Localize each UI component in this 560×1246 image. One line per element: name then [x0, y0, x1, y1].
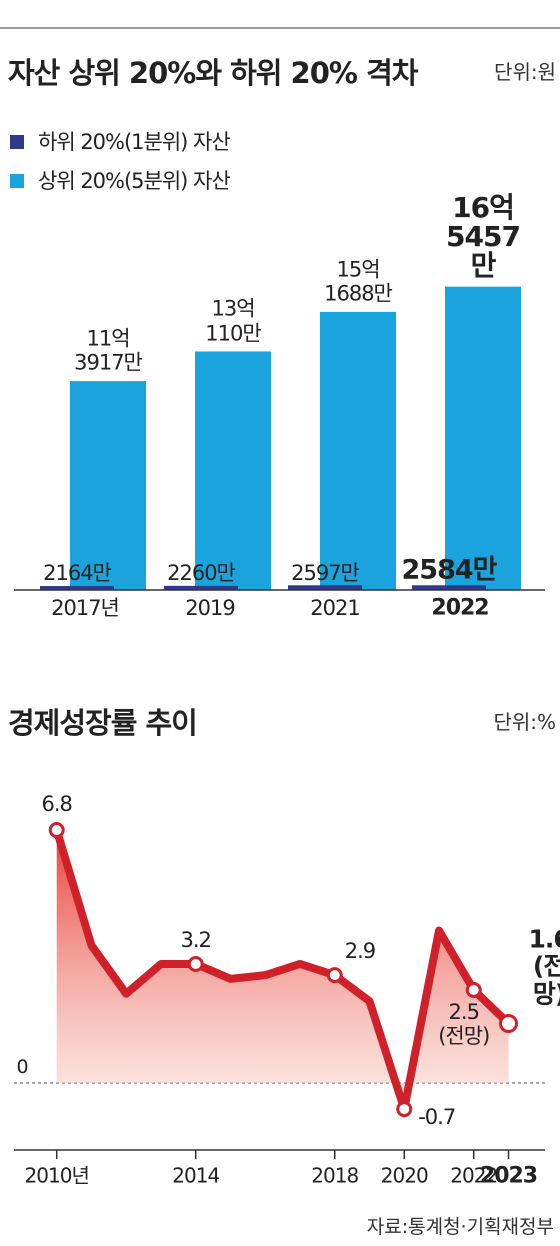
value-label: 3.2 [180, 927, 212, 952]
x-tick-label: 2022 [431, 595, 489, 621]
bar [288, 585, 362, 590]
value-label: 13억 110만 [205, 297, 261, 346]
value-label: 11억 3917만 [74, 326, 143, 375]
legend-label: 상위 20%(5분위) 자산 [38, 168, 231, 193]
x-tick-label: 2014 [172, 1163, 220, 1188]
x-tick-label: 2019 [185, 595, 235, 620]
value-label: 16억 5457만 [446, 190, 521, 283]
x-tick-label: 2022 [450, 1163, 498, 1188]
legend-swatch [10, 135, 24, 149]
bar [412, 585, 486, 590]
bar [195, 351, 271, 590]
line [52, 826, 513, 1114]
y-tick-label: 0 [16, 1056, 28, 1079]
bar [70, 381, 146, 590]
x-tick-label: 2020 [380, 1163, 429, 1188]
legend-swatch [10, 174, 24, 188]
x-tick-label: 2010년 [24, 1163, 90, 1188]
x-tick-label: 2017년 [51, 595, 120, 620]
point-marker [465, 982, 482, 999]
bar [40, 586, 114, 590]
bar [445, 286, 521, 590]
x-tick-label: 2021 [310, 595, 360, 620]
x-tick-label: 2023 [479, 1163, 538, 1189]
value-label: 2.9 [344, 938, 376, 963]
value-label: 2.5 (전망) [438, 1000, 490, 1049]
value-label: 2597만 [291, 560, 360, 585]
value-label: 2164만 [43, 560, 112, 585]
value-label: 15억 1688만 [324, 257, 393, 306]
value-label: -0.7 [418, 1104, 456, 1129]
value-label: 6.8 [41, 791, 73, 816]
point-marker [48, 822, 65, 839]
unit-label: 단위:원 [494, 60, 556, 84]
legend-label: 하위 20%(1분위) 자산 [38, 129, 231, 154]
point-marker [396, 1101, 413, 1118]
x-tick-label: 2018 [311, 1163, 359, 1188]
chart-title: 자산 상위 20%와 하위 20% 격차 [8, 56, 418, 90]
chart-title: 경제성장률 추이 [8, 706, 198, 740]
value-label: 2584만 [401, 554, 498, 586]
value-label: 2260만 [167, 560, 236, 585]
point-marker [187, 955, 204, 972]
unit-label: 단위:% [493, 710, 556, 734]
source: 자료:통계청·기획재정부 [366, 1216, 554, 1238]
point-marker [326, 967, 343, 984]
bar [320, 311, 396, 590]
value-label: 1.6 (전망) [528, 924, 560, 1008]
bar [164, 585, 238, 590]
point-marker [499, 1014, 519, 1034]
